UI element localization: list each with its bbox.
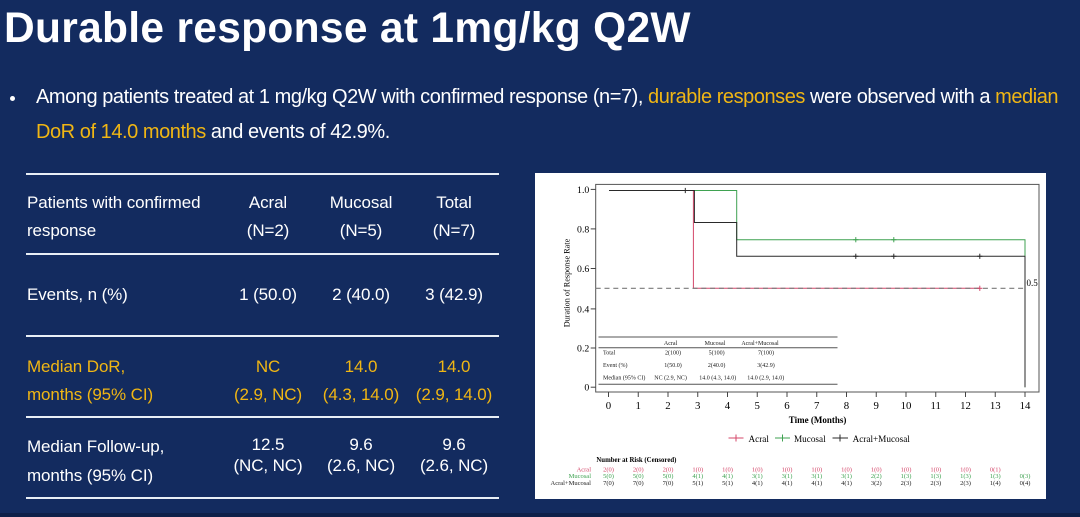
svg-text:Total: Total — [603, 351, 616, 357]
svg-text:Acral: Acral — [664, 341, 678, 347]
svg-text:1(3): 1(3) — [901, 473, 912, 480]
svg-text:Acral+Mucosal: Acral+Mucosal — [741, 341, 779, 347]
svg-text:11: 11 — [931, 400, 941, 412]
svg-text:2(0): 2(0) — [603, 466, 614, 473]
svg-text:13: 13 — [990, 400, 1001, 412]
svg-text:Median (95% CI): Median (95% CI) — [603, 375, 645, 382]
svg-text:1(0): 1(0) — [752, 466, 763, 473]
svg-text:0.4: 0.4 — [577, 305, 589, 316]
svg-text:10: 10 — [901, 400, 912, 412]
svg-text:3(42.9): 3(42.9) — [757, 362, 775, 369]
svg-text:6: 6 — [784, 400, 790, 412]
svg-text:5(0): 5(0) — [663, 473, 674, 480]
svg-text:4: 4 — [725, 400, 731, 412]
svg-text:3: 3 — [695, 400, 700, 412]
svg-text:1(3): 1(3) — [960, 473, 971, 480]
svg-text:1(0): 1(0) — [930, 466, 941, 473]
svg-text:7(0): 7(0) — [663, 480, 674, 487]
svg-text:Acral: Acral — [577, 466, 592, 473]
svg-text:Acral: Acral — [749, 434, 770, 444]
svg-text:1(0): 1(0) — [841, 466, 852, 473]
svg-text:5(1): 5(1) — [692, 480, 703, 487]
svg-text:0: 0 — [606, 400, 611, 412]
svg-text:3(2): 3(2) — [871, 480, 882, 487]
svg-text:2(3): 2(3) — [930, 480, 941, 487]
svg-text:3(1): 3(1) — [752, 473, 763, 480]
svg-text:4(1): 4(1) — [841, 480, 852, 487]
svg-text:14: 14 — [1020, 400, 1031, 412]
svg-text:5: 5 — [755, 400, 760, 412]
svg-text:7(0): 7(0) — [633, 480, 644, 487]
svg-text:0(4): 0(4) — [1020, 480, 1031, 487]
svg-text:1(0): 1(0) — [901, 466, 912, 473]
svg-text:5(0): 5(0) — [633, 473, 644, 480]
svg-text:Mucosal: Mucosal — [705, 341, 726, 347]
svg-text:0.2: 0.2 — [577, 344, 589, 355]
svg-text:7: 7 — [814, 400, 820, 412]
svg-text:Mucosal: Mucosal — [569, 473, 592, 480]
svg-text:Number at Risk (Censored): Number at Risk (Censored) — [596, 457, 676, 464]
svg-text:NC (2.9, NC): NC (2.9, NC) — [654, 375, 687, 382]
svg-text:Acral+Mucosal: Acral+Mucosal — [853, 434, 911, 444]
svg-text:3(1): 3(1) — [811, 473, 822, 480]
svg-text:2(2): 2(2) — [871, 473, 882, 480]
svg-text:5(0): 5(0) — [603, 473, 614, 480]
svg-text:1(3): 1(3) — [990, 473, 1001, 480]
svg-text:4(1): 4(1) — [811, 480, 822, 487]
svg-text:9: 9 — [874, 400, 879, 412]
svg-text:4(1): 4(1) — [782, 480, 793, 487]
svg-text:0.8: 0.8 — [577, 225, 589, 236]
svg-text:Acral+Mucosal: Acral+Mucosal — [551, 480, 592, 487]
svg-text:1: 1 — [636, 400, 641, 412]
svg-text:0.5: 0.5 — [1027, 278, 1039, 288]
svg-text:3(1): 3(1) — [841, 473, 852, 480]
svg-text:1(0): 1(0) — [692, 466, 703, 473]
svg-text:4(1): 4(1) — [722, 473, 733, 480]
svg-text:8: 8 — [844, 400, 849, 412]
svg-text:Time (Months): Time (Months) — [789, 415, 847, 425]
svg-text:0.6: 0.6 — [577, 264, 589, 275]
svg-text:1.0: 1.0 — [577, 185, 589, 196]
svg-text:0: 0 — [584, 383, 589, 394]
svg-text:3(1): 3(1) — [782, 473, 793, 480]
svg-text:2(100): 2(100) — [665, 350, 681, 357]
svg-text:2: 2 — [665, 400, 670, 412]
svg-text:Mucosal: Mucosal — [794, 434, 826, 444]
svg-text:4(1): 4(1) — [692, 473, 703, 480]
svg-text:1(0): 1(0) — [782, 466, 793, 473]
svg-text:0(1): 0(1) — [990, 466, 1001, 473]
svg-text:2(0): 2(0) — [663, 466, 674, 473]
svg-text:7(100): 7(100) — [758, 350, 774, 357]
svg-text:1(0): 1(0) — [811, 466, 822, 473]
svg-text:1(0): 1(0) — [871, 466, 882, 473]
svg-text:4(1): 4(1) — [752, 480, 763, 487]
svg-text:14.0 (2.9, 14.0): 14.0 (2.9, 14.0) — [747, 375, 784, 382]
svg-text:2(0): 2(0) — [633, 466, 644, 473]
svg-text:0(3): 0(3) — [1020, 473, 1031, 480]
svg-text:1(50.0): 1(50.0) — [664, 362, 682, 369]
svg-text:2(40.0): 2(40.0) — [708, 362, 726, 369]
svg-text:5(100): 5(100) — [709, 350, 725, 357]
svg-text:1(0): 1(0) — [960, 466, 971, 473]
svg-text:1(0): 1(0) — [722, 466, 733, 473]
svg-text:2(3): 2(3) — [960, 480, 971, 487]
svg-text:Duration of Response Rate: Duration of Response Rate — [563, 238, 572, 327]
svg-text:12: 12 — [960, 400, 971, 412]
svg-text:5(1): 5(1) — [722, 480, 733, 487]
svg-text:7(0): 7(0) — [603, 480, 614, 487]
svg-text:2(3): 2(3) — [901, 480, 912, 487]
svg-text:14.0 (4.3, 14.0): 14.0 (4.3, 14.0) — [699, 375, 736, 382]
svg-text:Event (%): Event (%) — [603, 362, 628, 369]
svg-text:1(3): 1(3) — [930, 473, 941, 480]
svg-text:1(4): 1(4) — [990, 480, 1001, 487]
